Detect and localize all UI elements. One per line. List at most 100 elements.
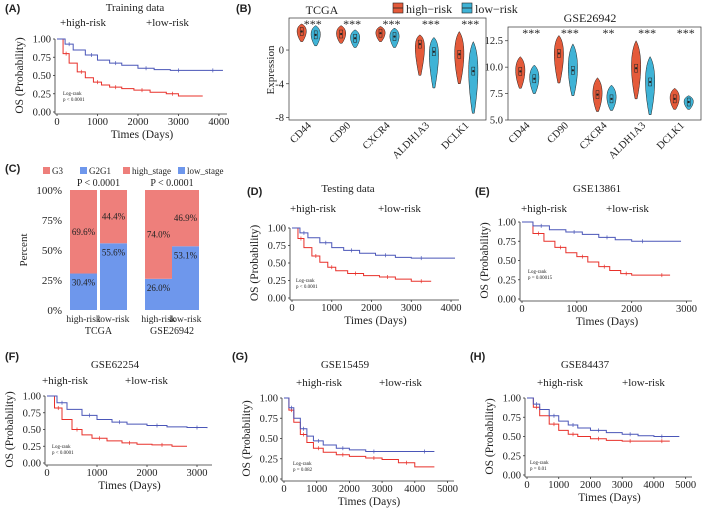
y-tick-label-f: 1.00: [23, 392, 41, 403]
violin-y-tick-label-gse26942: 5.0: [490, 116, 503, 127]
violin-category-label-gse26942: ALDH1A3: [607, 120, 648, 161]
logrank-g: Log-rank: [293, 462, 312, 467]
km-legend-low-d: +low-risk: [378, 203, 421, 215]
y-tick-label-g: 0.50: [260, 434, 278, 445]
median-point-low-tcga: [393, 35, 396, 38]
violin-high-tcga: [415, 34, 425, 76]
km-chart-g: 0 1000 2000 3000 4000 5000 0.00 0.25 0.50 0.75 1.0…: [241, 394, 458, 508]
violin-category-label-gse26942: CD90: [545, 120, 571, 146]
km-curve-low-f: [47, 395, 208, 429]
median-point-low-gse26942: [649, 80, 652, 84]
y-tick-label-f: 0.00: [23, 459, 41, 470]
median-point-low-tcga: [314, 33, 317, 36]
violin-high-gse26942: [554, 35, 564, 84]
y-tick-label-h: 0.50: [503, 432, 521, 443]
stacked-pvalue: P < 0.0001: [150, 178, 193, 189]
x-axis-label-f: Times (Days): [98, 480, 161, 492]
violin-category-label-tcga: ALDH1A3: [391, 120, 432, 161]
km-chart-e: 0 1000 2000 3000 0.00 0.25 0.50 0.75 1.00 Times (…: [479, 218, 697, 329]
y-tick-label-a: 0.00: [33, 108, 51, 119]
panel-label-f: (F): [5, 351, 19, 363]
legend-swatch-g2g1: [80, 167, 87, 174]
x-tick-label-d: 1000: [321, 303, 342, 314]
y-tick-label-e: 0.00: [498, 295, 516, 306]
violin-ylabel: Expression: [265, 45, 277, 94]
stacked-value-label: 74.0%: [147, 229, 171, 239]
y-tick-label-e: 0.75: [498, 237, 516, 248]
km-legend-low-g: +low-risk: [379, 377, 422, 389]
stacked-bar-high-stage: [145, 190, 172, 279]
x-tick-label-f: 1000: [87, 468, 108, 479]
x-tick-label-a: 1000: [87, 117, 108, 128]
violin-low-tcga: [429, 37, 439, 89]
km-chart-a: 0 1000 2000 3000 4000 0.00 0.25 0.50 0.75 1.00 Tim…: [14, 35, 229, 142]
stacked-category-label: low-risk: [170, 315, 202, 325]
y-tick-label-h: 1.00: [503, 394, 521, 405]
x-axis-label-e: Times (Days): [576, 316, 639, 328]
x-tick-label-h: 4000: [643, 480, 664, 491]
median-point-low-gse26942: [533, 77, 536, 80]
x-tick-label-g: 0: [281, 484, 286, 495]
legend-swatch-g3: [43, 167, 50, 174]
violin-category-label-tcga: CD90: [328, 120, 354, 146]
stacked-y-tick-label: 50%: [42, 245, 62, 257]
y-tick-label-d: 0.25: [268, 276, 286, 287]
logrank-a: Log-rank: [63, 92, 82, 97]
y-tick-label-d: 1.00: [268, 224, 286, 235]
km-curve-high-g: [284, 397, 435, 468]
panel-label-d: (D): [247, 186, 263, 198]
km-curve-high-h: [527, 397, 670, 442]
km-title-g: GSE15459: [321, 359, 370, 371]
violin-category-label-tcga: CXCR4: [361, 120, 393, 152]
km-curve-low-d: [292, 227, 456, 259]
panel-label-a: (A): [5, 3, 21, 15]
median-point-high-tcga: [300, 30, 303, 33]
km-curve-low-e: [522, 221, 682, 242]
y-axis-label-d: OS (Probability): [249, 225, 261, 302]
x-axis-label-g: Times (Days): [338, 496, 401, 508]
y-tick-label-f: 0.50: [23, 425, 41, 436]
y-axis-label-e: OS (Probability): [479, 222, 491, 299]
x-tick-label-h: 1000: [548, 480, 569, 491]
legend-label-low-stage: low_stage: [187, 166, 224, 176]
median-point-high-gse26942: [519, 70, 522, 73]
x-tick-label-g: 3000: [372, 484, 393, 495]
x-tick-label-d: 3000: [401, 303, 422, 314]
y-tick-label-e: 0.25: [498, 275, 516, 286]
stacked-category-label: low-risk: [98, 315, 130, 325]
stacked-y-tick-label: 25%: [42, 275, 62, 287]
stacked-value-label: 46.9%: [174, 213, 198, 223]
median-point-low-tcga: [354, 37, 357, 40]
significance-mark-gse26942: ***: [561, 26, 579, 40]
stacked-value-label: 55.6%: [102, 247, 126, 257]
km-legend-high-h: +high-risk: [537, 377, 583, 389]
km-legend-low-e: +low-risk: [606, 203, 649, 215]
logrank-e: Log-rank: [528, 270, 547, 275]
km-legend-low-a: +low-risk: [146, 17, 189, 29]
legend-swatch-low-stage: [178, 167, 185, 174]
y-tick-label-g: 1.00: [260, 394, 278, 405]
x-tick-label-a: 4000: [208, 117, 229, 128]
km-legend-high-f: +high-risk: [42, 375, 88, 387]
x-tick-label-g: 5000: [437, 484, 458, 495]
stacked-bar-low-stage: [172, 246, 199, 310]
median-point-high-gse26942: [596, 93, 599, 96]
x-tick-label-h: 3000: [612, 480, 633, 491]
y-tick-label-d: 0.50: [268, 259, 286, 270]
violin-frame-tcga: [288, 17, 487, 121]
y-tick-label-d: 0.00: [268, 294, 286, 305]
median-point-low-tcga: [432, 50, 435, 53]
stacked-category-label: high-risk: [66, 315, 101, 325]
stacked-group-label: TCGA: [85, 326, 113, 337]
km-legend-low-h: +low-risk: [622, 377, 665, 389]
y-tick-label-g: 0.75: [260, 414, 278, 425]
median-point-low-gse26942: [571, 69, 575, 72]
pvalue-g: p = 0.082: [293, 468, 313, 473]
stacked-bar-low-stage: [145, 278, 172, 310]
x-tick-label-e: 0: [519, 304, 524, 315]
median-point-high-gse26942: [673, 97, 676, 100]
y-tick-label-a: 0.50: [33, 71, 51, 82]
violin-category-label-tcga: DCLK1: [440, 120, 472, 152]
y-tick-label-a: 1.00: [33, 35, 51, 46]
stacked-value-label: 30.4%: [72, 278, 96, 288]
